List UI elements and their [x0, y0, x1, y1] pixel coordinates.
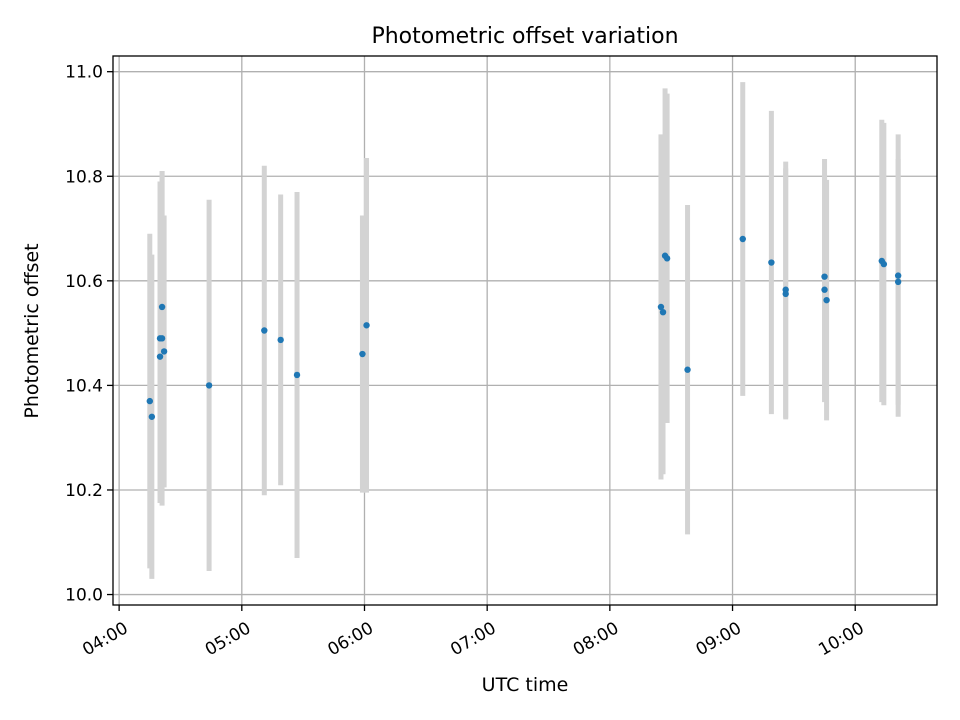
- grid: [113, 56, 937, 605]
- data-point: [359, 350, 366, 358]
- data-point: [657, 303, 665, 311]
- data-point: [148, 413, 156, 420]
- data-point: [663, 255, 671, 262]
- data-point: [158, 335, 166, 342]
- data-point: [160, 348, 168, 355]
- y-axis-label: Photometric offset: [21, 243, 43, 418]
- data-point: [782, 290, 789, 298]
- y-tick-label: 10.4: [65, 376, 103, 396]
- data-point: [277, 336, 284, 344]
- data-point: [158, 303, 166, 311]
- x-axis-ticks: 04:00 05:00 06:00 07:00 08:00 09:00 10:00: [79, 605, 868, 660]
- x-tick-label: 09:00: [693, 618, 745, 660]
- x-tick-label: 04:00: [79, 618, 131, 660]
- data-point: [261, 327, 268, 334]
- data-point: [684, 366, 691, 373]
- x-tick-label: 06:00: [325, 618, 377, 660]
- data-point: [823, 296, 830, 304]
- data-point: [205, 382, 213, 389]
- x-axis-label: UTC time: [482, 674, 569, 696]
- y-tick-label: 10.6: [65, 272, 103, 292]
- data-point: [768, 259, 775, 266]
- data-point: [146, 397, 154, 405]
- data-point: [739, 235, 746, 243]
- data-point: [293, 371, 301, 379]
- y-tick-label: 11.0: [65, 63, 103, 83]
- y-tick-label: 10.2: [65, 481, 103, 501]
- x-tick-label: 08:00: [570, 618, 622, 660]
- y-tick-label: 10.0: [65, 586, 103, 606]
- data-point: [821, 273, 828, 280]
- data-point: [156, 353, 164, 360]
- data-point: [894, 272, 902, 279]
- data-point: [894, 278, 902, 286]
- data-point: [659, 309, 667, 316]
- plot-frame: [112, 55, 938, 606]
- x-tick-label: 05:00: [202, 618, 254, 660]
- data-point: [821, 286, 828, 293]
- data-point: [363, 322, 370, 329]
- y-axis-ticks: 10.0 10.2 10.4 10.6 10.8 11.0: [65, 63, 113, 606]
- y-tick-label: 10.8: [65, 167, 103, 187]
- x-tick-label: 07:00: [447, 618, 499, 660]
- data-point: [880, 260, 888, 268]
- x-tick-label: 10:00: [815, 618, 867, 660]
- data-points: [146, 235, 902, 420]
- chart-title: Photometric offset variation: [371, 24, 678, 49]
